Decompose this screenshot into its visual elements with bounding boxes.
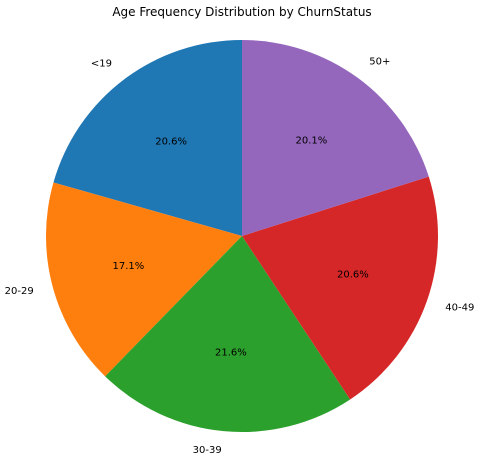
pie-percent-label-4: 20.6% [337, 270, 369, 281]
pie-percent-label-2: 17.1% [112, 261, 144, 272]
pie-labels: 20.6% <19 17.1% 20-29 21.6% 30-39 20.6% 40-49 20… [5, 56, 475, 456]
pie-percent-label-3: 21.6% [215, 348, 247, 359]
pie-percent-label-1: 20.6% [155, 137, 187, 148]
pie-category-label-2: 20-29 [5, 286, 34, 297]
chart-title: Age Frequency Distribution by ChurnStatu… [112, 5, 371, 19]
pie-category-label-1: <19 [91, 59, 112, 70]
pie-slice-4 [242, 176, 438, 400]
pie-category-label-5: 50+ [369, 56, 390, 67]
pie-percent-label-5: 20.1% [296, 136, 328, 147]
pie-slices [45, 40, 438, 432]
pie-slice-3 [105, 236, 351, 432]
pie-slice-2 [45, 182, 242, 377]
pie-category-label-4: 40-49 [445, 302, 474, 313]
pie-slice-5 [242, 40, 429, 236]
pie-category-label-3: 30-39 [193, 445, 222, 456]
pie-slice-1 [53, 40, 242, 236]
